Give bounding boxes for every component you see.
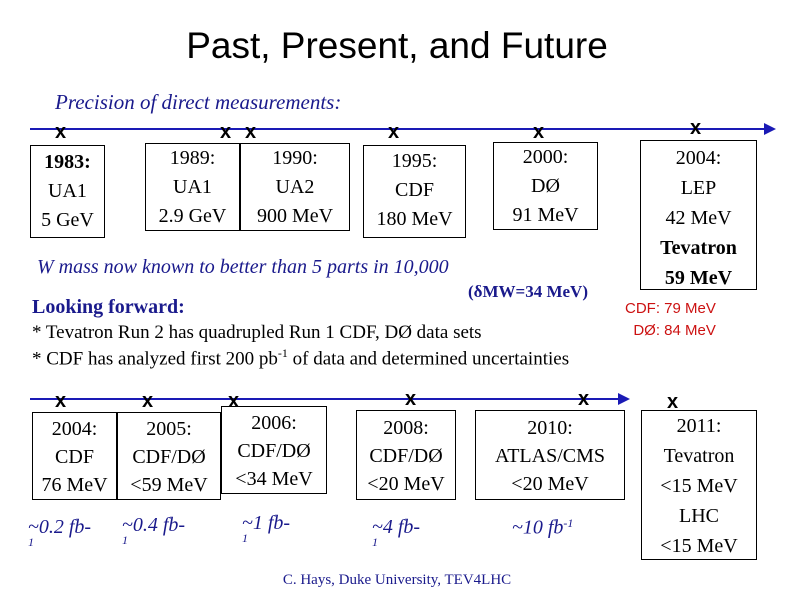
measurement-experiment: UA1 <box>173 176 212 198</box>
luminosity-value: ~0.2 fb- <box>28 516 92 538</box>
luminosity-value: ~4 fb- <box>372 516 421 538</box>
bottom-timeline-axis <box>30 398 620 400</box>
luminosity-2005: ~0.4 fb- 1 <box>122 514 185 548</box>
projection-precision: <20 MeV <box>511 473 589 495</box>
measurement-1995: 1995: CDF 180 MeV <box>363 145 466 238</box>
luminosity-exponent: 1 <box>242 531 248 545</box>
projection-experiment: LHC <box>679 505 719 527</box>
looking-forward-heading: Looking forward: <box>32 296 185 318</box>
projection-experiment: CDF/DØ <box>369 445 443 467</box>
measurement-experiment: UA2 <box>275 176 315 198</box>
projection-experiment: CDF/DØ <box>132 446 206 468</box>
measurement-year: 1990: <box>272 147 318 169</box>
top-timeline-axis <box>30 128 765 130</box>
bullet-cdf-analysis: * CDF has analyzed first 200 pb-1 of dat… <box>32 346 569 370</box>
measurement-experiment: LEP <box>680 177 717 199</box>
measurement-precision: 2.9 GeV <box>158 205 227 227</box>
luminosity-value: ~10 fb <box>512 516 564 539</box>
bottom-timeline-arrow-icon <box>618 393 630 405</box>
measurement-experiment: DØ <box>531 175 560 197</box>
measurement-precision: 180 MeV <box>376 208 453 230</box>
timeline-mark: x <box>690 117 702 139</box>
measurement-experiment: CDF <box>395 179 434 201</box>
measurement-precision: 900 MeV <box>256 205 334 227</box>
timeline-mark: x <box>405 388 417 410</box>
projection-precision: <59 MeV <box>130 474 208 496</box>
measurement-year: 2004: <box>675 147 722 169</box>
projection-year: 2008: <box>383 417 429 439</box>
projection-2010: 2010: ATLAS/CMS <20 MeV <box>475 410 625 500</box>
projection-precision: <15 MeV <box>660 535 738 557</box>
projection-2011: 2011: Tevatron <15 MeV LHC <15 MeV <box>641 410 757 560</box>
measurement-experiment: UA1 <box>48 180 87 202</box>
luminosity-value: ~0.4 fb- <box>122 514 186 536</box>
projection-precision: <15 MeV <box>660 475 738 497</box>
projection-experiment: CDF <box>55 446 94 468</box>
timeline-mark: x <box>533 121 545 143</box>
measurement-year: 1995: <box>391 150 438 172</box>
luminosity-value: ~1 fb- <box>242 512 291 534</box>
timeline-mark: x <box>228 390 240 412</box>
luminosity-exponent: 1 <box>28 535 34 549</box>
timeline-mark: x <box>667 391 679 413</box>
footer-credit: C. Hays, Duke University, TEV4LHC <box>282 572 512 588</box>
projection-2005: 2005: CDF/DØ <59 MeV <box>117 412 221 500</box>
delta-mw-note: (δMW=34 MeV) <box>468 282 588 301</box>
top-timeline-arrow-icon <box>764 123 776 135</box>
luminosity-2010: ~10 fb-1 <box>512 516 573 539</box>
measurement-1990: 1990: UA2 900 MeV <box>240 143 350 231</box>
measurement-precision: 42 MeV <box>665 207 732 229</box>
projection-year: 2005: <box>146 418 192 440</box>
projection-2008: 2008: CDF/DØ <20 MeV <box>356 410 456 500</box>
projection-year: 2011: <box>676 415 722 437</box>
bullet-tevatron-run2: * Tevatron Run 2 has quadrupled Run 1 CD… <box>32 322 482 343</box>
measurement-2004: 2004: LEP 42 MeV Tevatron 59 MeV <box>640 140 757 290</box>
cdf-note: CDF: 79 MeV <box>625 300 716 317</box>
measurement-precision: 59 MeV <box>664 267 733 289</box>
luminosity-2006: ~1 fb- 1 <box>242 512 290 546</box>
projection-experiment: ATLAS/CMS <box>494 445 606 467</box>
slide-title: Past, Present, and Future <box>186 25 608 66</box>
projection-precision: <20 MeV <box>367 473 445 495</box>
timeline-mark: x <box>578 388 590 410</box>
measurement-year: 1989: <box>169 147 216 169</box>
measurement-year: 2000: <box>522 146 569 168</box>
w-mass-note: W mass now known to better than 5 parts … <box>37 256 449 278</box>
measurement-2000: 2000: DØ 91 MeV <box>493 142 598 230</box>
projection-year: 2006: <box>251 412 297 434</box>
luminosity-2008: ~4 fb- 1 <box>372 516 420 550</box>
timeline-mark: x <box>142 390 154 412</box>
timeline-mark: x <box>220 121 232 143</box>
measurement-precision: 5 GeV <box>41 209 94 231</box>
experiment-precision-notes: CDF: 79 MeV DØ: 84 MeV <box>625 298 716 342</box>
projection-experiment: Tevatron <box>663 445 735 467</box>
projection-2006: 2006: CDF/DØ <34 MeV <box>221 406 327 494</box>
luminosity-exponent: 1 <box>122 533 128 547</box>
timeline-mark: x <box>245 121 257 143</box>
d0-note: DØ: 84 MeV <box>633 322 716 339</box>
measurement-year: 1983: <box>44 151 91 173</box>
measurement-precision: 91 MeV <box>512 204 579 226</box>
projection-year: 2010: <box>527 417 573 439</box>
projection-precision: 76 MeV <box>41 474 108 496</box>
bullet-text: * CDF has analyzed first 200 pb <box>32 348 278 370</box>
timeline-mark: x <box>55 121 67 143</box>
timeline-mark: x <box>388 121 400 143</box>
luminosity-exponent: -1 <box>563 516 574 530</box>
projection-experiment: CDF/DØ <box>237 440 311 462</box>
luminosity-2004: ~0.2 fb- 1 <box>28 516 91 550</box>
bullet-text: of data and determined uncertainties <box>287 348 570 370</box>
projection-precision: <34 MeV <box>235 468 313 490</box>
measurement-experiment: Tevatron <box>660 237 737 259</box>
luminosity-exponent: 1 <box>372 535 378 549</box>
measurement-1989: 1989: UA1 2.9 GeV <box>145 143 240 231</box>
timeline-mark: x <box>55 390 67 412</box>
projection-year: 2004: <box>51 418 98 440</box>
projection-2004: 2004: CDF 76 MeV <box>32 412 117 500</box>
subtitle: Precision of direct measurements: <box>55 90 342 114</box>
bullet-superscript: -1 <box>277 346 288 360</box>
measurement-1983: 1983: UA1 5 GeV <box>30 145 105 238</box>
